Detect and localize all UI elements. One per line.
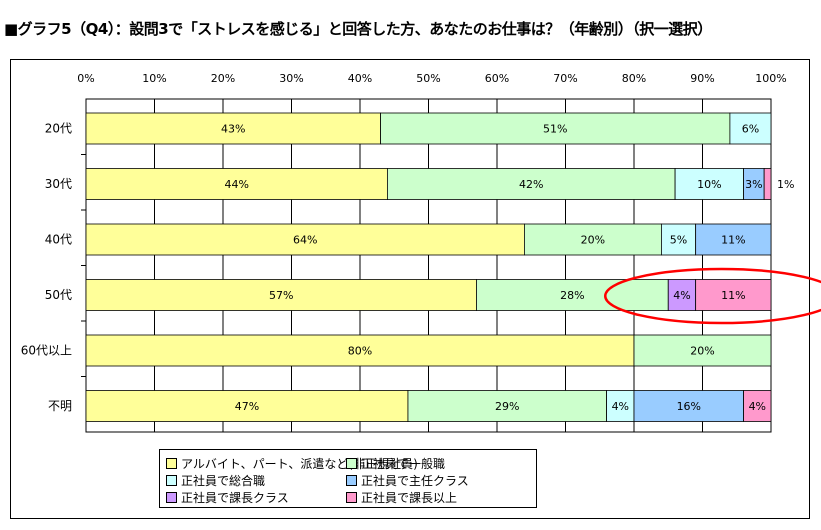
- x-tick-label: 50%: [416, 72, 440, 85]
- bar-segment: [729, 112, 772, 145]
- legend-item: アルバイト、パート、派遣など(非正規社員): [166, 455, 418, 472]
- data-label: 16%: [677, 400, 701, 413]
- y-category-label: 不明: [48, 399, 72, 413]
- data-label: 6%: [742, 123, 759, 136]
- x-tick-label: 10%: [142, 72, 166, 85]
- bar-segment: [633, 334, 772, 367]
- x-tick-label: 20%: [211, 72, 235, 85]
- legend-swatch: [166, 492, 177, 503]
- bar-segment: [763, 168, 772, 200]
- data-label: 47%: [235, 400, 259, 413]
- bar-segment: [524, 223, 662, 256]
- bar-segment: [85, 168, 388, 200]
- legend-label: 正社員で主任クラス: [361, 474, 469, 488]
- y-category-label: 40代: [45, 233, 72, 247]
- legend-label: 正社員で総合職: [181, 474, 266, 488]
- data-label: 4%: [749, 400, 766, 413]
- x-tick-label: 100%: [755, 72, 786, 85]
- bar-segment: [667, 279, 697, 311]
- data-label: 42%: [519, 178, 543, 191]
- data-label: 3%: [745, 178, 762, 191]
- data-label: 11%: [721, 289, 745, 302]
- legend-swatch: [166, 458, 177, 469]
- y-category-label: 20代: [45, 122, 72, 136]
- chart-title: ■グラフ5（Q4）：設問3で「ストレスを感じる」と回答した方、あなたのお仕事は？…: [4, 20, 712, 38]
- data-label: 29%: [495, 400, 519, 413]
- data-label: 5%: [670, 234, 687, 247]
- x-tick-label: 40%: [348, 72, 372, 85]
- data-label: 11%: [721, 234, 745, 247]
- bar-segment: [743, 390, 772, 422]
- bar-segment: [476, 279, 669, 311]
- data-label: 57%: [269, 289, 293, 302]
- data-label: 43%: [221, 123, 245, 136]
- chart-frame: [10, 59, 810, 519]
- y-category-label: 30代: [45, 177, 72, 191]
- bar-segment: [85, 112, 381, 145]
- data-label: 20%: [581, 234, 605, 247]
- highlight-ellipse: [604, 267, 821, 325]
- bar-segment: [85, 279, 477, 311]
- data-label: 20%: [690, 345, 714, 358]
- legend-swatch: [346, 458, 357, 469]
- y-category-label: 60代以上: [21, 344, 72, 358]
- data-label: 10%: [697, 178, 721, 191]
- legend-swatch: [166, 475, 177, 486]
- x-tick-label: 30%: [279, 72, 303, 85]
- bar-segment: [386, 168, 676, 200]
- x-tick-label: 70%: [553, 72, 577, 85]
- legend-label: 正社員で一般職: [361, 457, 446, 471]
- data-label: 4%: [612, 400, 629, 413]
- y-category-label: 50代: [45, 288, 72, 302]
- bar-segment: [695, 279, 772, 311]
- x-tick-label: 0%: [77, 72, 94, 85]
- x-tick-label: 80%: [622, 72, 646, 85]
- legend-label: 正社員で課長クラス: [181, 491, 289, 505]
- data-label: 51%: [543, 123, 567, 136]
- legend: アルバイト、パート、派遣など(非正規社員) 正社員で一般職正社員で総合職 正社員で主…: [159, 449, 537, 508]
- bar-segment: [380, 112, 731, 145]
- legend-item: 正社員で課長以上: [346, 489, 457, 506]
- bar-segment: [674, 168, 744, 200]
- bar-segment: [407, 390, 608, 422]
- legend-item: 正社員で総合職: [166, 472, 265, 489]
- legend-item: 正社員で一般職: [346, 455, 445, 472]
- bar-segment: [695, 223, 772, 256]
- data-label: 4%: [673, 289, 690, 302]
- legend-label: アルバイト、パート、派遣など(非正規社員): [181, 457, 418, 471]
- legend-swatch: [346, 492, 357, 503]
- legend-item: 正社員で主任クラス: [346, 472, 469, 489]
- data-label: 1%: [777, 178, 794, 191]
- bar-segment: [85, 334, 635, 367]
- legend-label: 正社員で課長以上: [361, 491, 458, 505]
- legend-item: 正社員で課長クラス: [166, 489, 289, 506]
- x-tick-label: 90%: [690, 72, 714, 85]
- bar-segment: [85, 223, 525, 256]
- x-tick-label: 60%: [485, 72, 509, 85]
- data-label: 64%: [293, 234, 317, 247]
- bar-segment: [85, 390, 409, 422]
- data-label: 80%: [348, 345, 372, 358]
- data-label: 28%: [560, 289, 584, 302]
- legend-swatch: [346, 475, 357, 486]
- data-label: 44%: [224, 178, 248, 191]
